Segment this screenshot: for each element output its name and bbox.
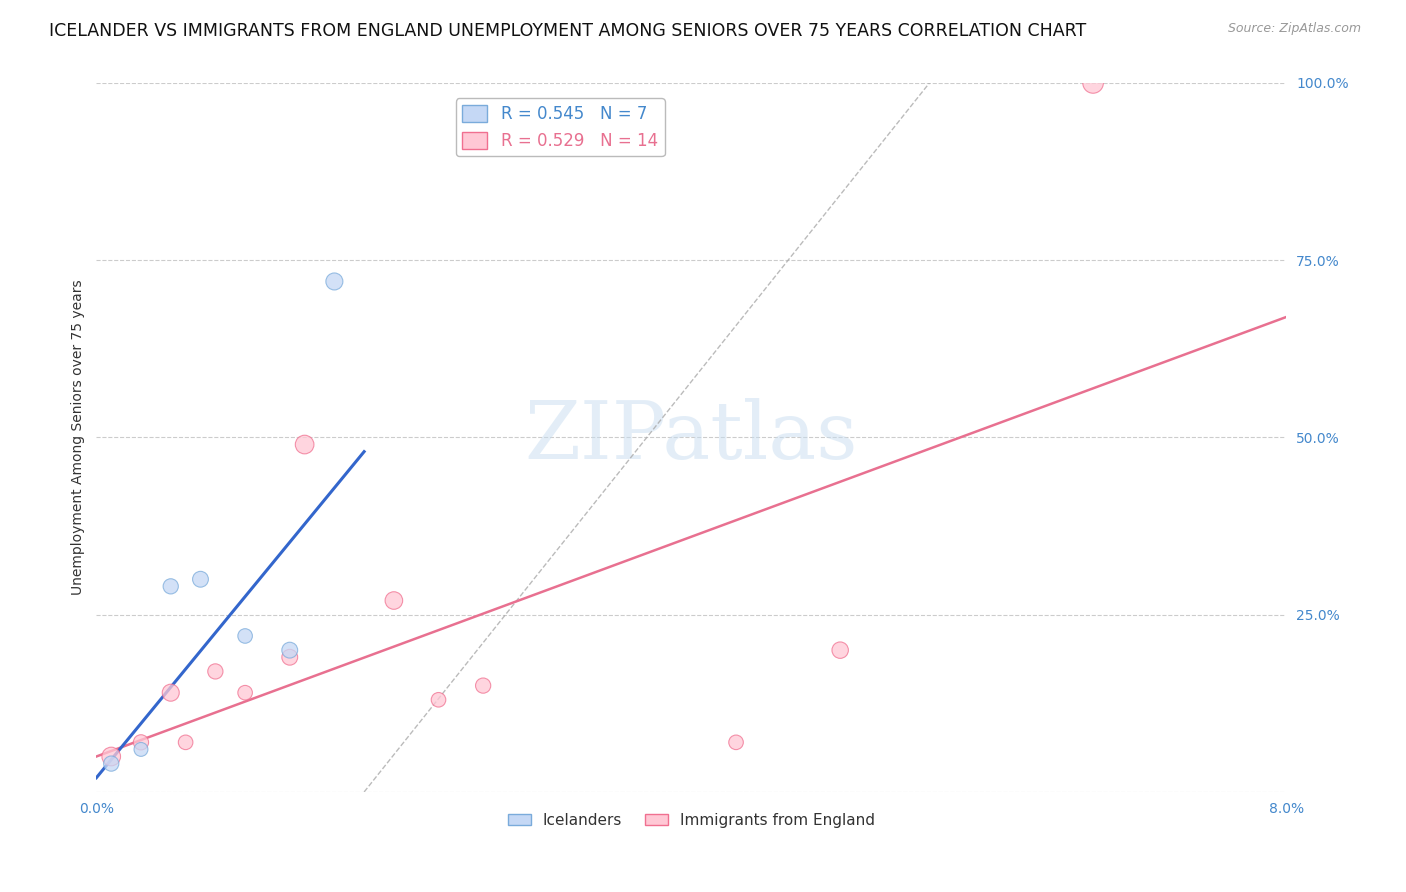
Point	[382, 593, 405, 607]
Text: ZIPatlas: ZIPatlas	[524, 399, 858, 476]
Point	[174, 735, 197, 749]
Point	[427, 693, 450, 707]
Point	[204, 665, 226, 679]
Point	[100, 756, 122, 771]
Point	[294, 437, 316, 451]
Text: ICELANDER VS IMMIGRANTS FROM ENGLAND UNEMPLOYMENT AMONG SENIORS OVER 75 YEARS CO: ICELANDER VS IMMIGRANTS FROM ENGLAND UNE…	[49, 22, 1087, 40]
Point	[159, 579, 181, 593]
Point	[1081, 76, 1104, 90]
Point	[278, 650, 301, 665]
Point	[129, 742, 152, 756]
Point	[725, 735, 748, 749]
Point	[129, 735, 152, 749]
Point	[830, 643, 852, 657]
Point	[233, 629, 256, 643]
Point	[100, 749, 122, 764]
Legend: Icelanders, Immigrants from England: Icelanders, Immigrants from England	[502, 806, 882, 834]
Point	[278, 643, 301, 657]
Point	[190, 572, 212, 586]
Point	[323, 275, 346, 289]
Text: Source: ZipAtlas.com: Source: ZipAtlas.com	[1227, 22, 1361, 36]
Point	[159, 686, 181, 700]
Y-axis label: Unemployment Among Seniors over 75 years: Unemployment Among Seniors over 75 years	[72, 279, 86, 595]
Point	[472, 679, 495, 693]
Point	[233, 686, 256, 700]
